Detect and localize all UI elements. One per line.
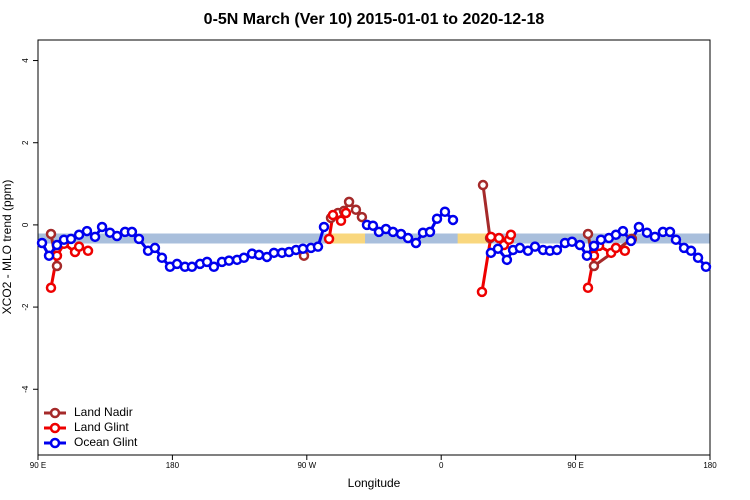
legend-marker — [49, 437, 61, 449]
data-point — [649, 231, 661, 243]
data-point — [588, 260, 600, 272]
data-point — [410, 237, 422, 249]
data-point — [514, 242, 526, 254]
y-tick-label: 4 — [21, 58, 30, 63]
data-point — [476, 286, 488, 298]
data-point — [81, 225, 93, 237]
data-point — [641, 227, 653, 238]
y-tick-label: -4 — [21, 385, 30, 393]
data-point — [625, 235, 637, 247]
data-point — [617, 225, 629, 237]
data-point — [588, 240, 600, 252]
x-tick-label: 90 E — [567, 461, 583, 470]
data-point — [96, 221, 108, 233]
legend-marker — [49, 407, 61, 419]
data-point — [323, 233, 335, 245]
data-point — [51, 239, 63, 251]
data-point — [582, 228, 594, 240]
data-point — [485, 231, 497, 243]
data-point — [223, 255, 235, 266]
data-point — [82, 245, 94, 257]
data-point — [431, 213, 443, 224]
data-point — [238, 252, 250, 264]
data-point — [297, 243, 309, 254]
data-point — [89, 231, 101, 243]
data-point — [402, 232, 414, 244]
data-point — [692, 252, 704, 264]
data-point — [574, 239, 586, 251]
data-point — [36, 237, 48, 249]
y-tick-label: 2 — [21, 140, 30, 145]
legend-label: Land Glint — [74, 420, 129, 434]
x-tick-label: 180 — [166, 461, 180, 470]
y-axis-label: XCO2 - MLO trend (ppm) — [0, 180, 14, 315]
data-point — [551, 244, 563, 256]
data-point — [133, 233, 145, 245]
data-point — [43, 250, 55, 261]
data-point — [318, 221, 330, 233]
data-point — [424, 226, 436, 238]
data-point — [387, 226, 399, 238]
data-point — [208, 261, 220, 273]
data-point — [619, 245, 631, 257]
data-point — [529, 241, 541, 252]
data-point — [582, 282, 594, 294]
data-point — [493, 232, 505, 244]
data-point — [149, 242, 161, 254]
data-point — [581, 250, 593, 261]
y-tick-label: 0 — [21, 222, 30, 227]
data-point — [201, 256, 213, 268]
data-point — [45, 228, 57, 240]
data-point — [340, 207, 352, 219]
data-point — [633, 221, 645, 233]
y-tick-label: -2 — [21, 303, 30, 311]
data-point — [670, 234, 682, 245]
x-axis-label: Longitude — [348, 476, 401, 490]
data-point — [492, 243, 504, 254]
plot-frame — [37, 39, 711, 456]
data-point — [367, 220, 379, 231]
data-point — [111, 230, 123, 242]
data-point — [685, 245, 697, 257]
data-point — [65, 233, 77, 245]
legend-label: Land Nadir — [74, 405, 133, 419]
x-tick-label: 0 — [439, 461, 444, 470]
data-point — [439, 206, 451, 218]
data-point — [312, 241, 324, 252]
data-point — [447, 214, 459, 226]
data-point — [501, 254, 513, 266]
data-point — [664, 226, 676, 238]
data-point — [356, 211, 368, 223]
data-point — [610, 242, 622, 254]
legend-label: Ocean Glint — [74, 435, 138, 449]
data-point — [327, 209, 339, 221]
data-point — [73, 229, 85, 241]
data-point — [477, 179, 489, 191]
data-point — [156, 252, 168, 264]
data-point — [343, 196, 355, 208]
x-tick-label: 90 W — [297, 461, 316, 470]
data-point — [126, 226, 138, 238]
data-point — [335, 215, 347, 227]
data-point — [186, 261, 198, 273]
chart-title: 0-5N March (Ver 10) 2015-01-01 to 2020-1… — [204, 11, 545, 28]
data-point — [700, 261, 712, 273]
legend-marker — [49, 422, 61, 434]
data-point — [505, 229, 517, 241]
data-point — [350, 204, 362, 215]
data-point — [45, 282, 57, 294]
data-point — [51, 260, 63, 272]
x-tick-label: 180 — [703, 461, 717, 470]
data-point — [73, 241, 85, 252]
x-tick-label: 90 E — [30, 461, 46, 470]
data-point — [268, 247, 280, 259]
